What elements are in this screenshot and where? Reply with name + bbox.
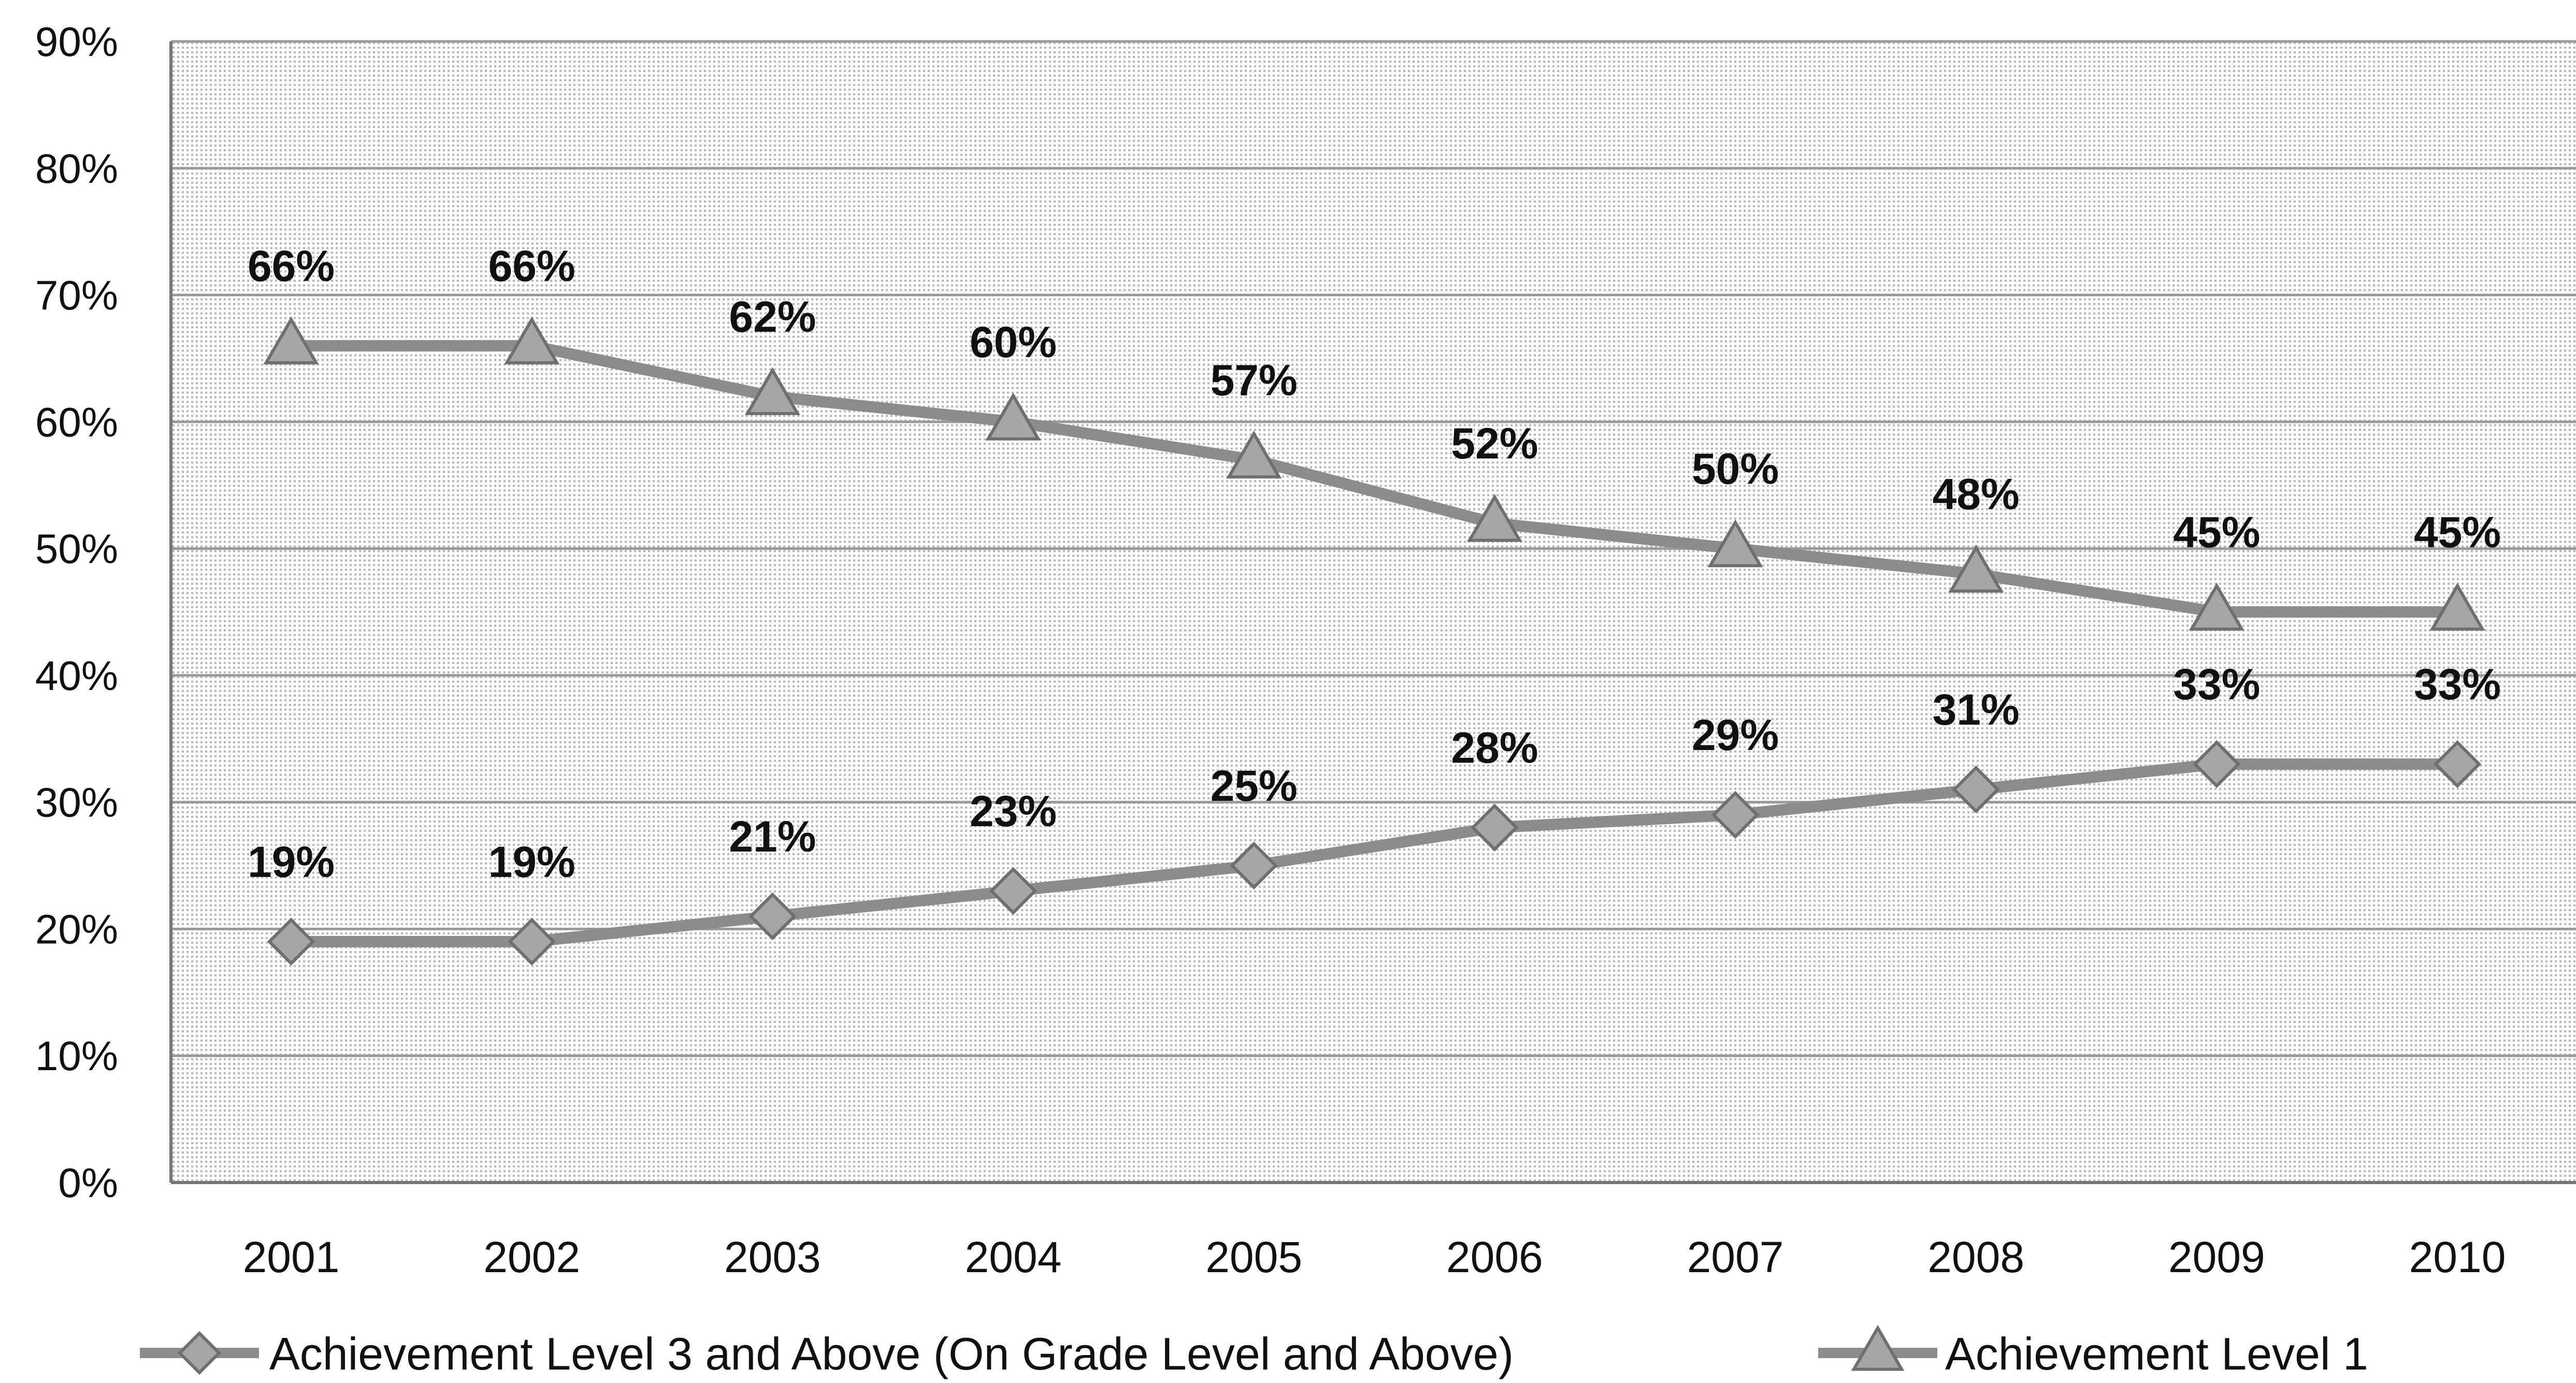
plot-background bbox=[171, 41, 2576, 1183]
data-point bbox=[1226, 430, 1282, 479]
x-tick-label: 2005 bbox=[1205, 1233, 1302, 1281]
x-tick-label: 2006 bbox=[1446, 1233, 1543, 1281]
data-point bbox=[1230, 841, 1278, 890]
data-label: 62% bbox=[729, 292, 816, 341]
data-point bbox=[508, 917, 556, 966]
data-label: 45% bbox=[2414, 508, 2501, 557]
y-tick-label: 30% bbox=[35, 780, 118, 826]
y-tick-label: 90% bbox=[35, 19, 118, 65]
data-label: 19% bbox=[488, 838, 575, 886]
y-tick-label: 50% bbox=[35, 526, 118, 572]
data-label: 19% bbox=[248, 838, 335, 886]
data-label: 57% bbox=[1211, 356, 1298, 405]
data-point bbox=[1707, 519, 1763, 568]
legend-marker bbox=[1851, 1324, 1905, 1371]
data-label: 66% bbox=[248, 241, 335, 290]
legend-entry-0: Achievement Level 3 and Above (On Grade … bbox=[140, 1328, 1514, 1379]
data-point bbox=[1711, 790, 1760, 839]
y-tick-label: 80% bbox=[35, 146, 118, 192]
data-point bbox=[1466, 494, 1522, 542]
y-tick-label: 70% bbox=[35, 272, 118, 319]
x-tick-label: 2009 bbox=[2168, 1233, 2265, 1281]
data-label: 66% bbox=[488, 241, 575, 290]
series-1 bbox=[263, 316, 2485, 631]
gridlines bbox=[171, 40, 2576, 1057]
data-label: 23% bbox=[970, 787, 1057, 835]
data-label: 28% bbox=[1451, 724, 1538, 772]
data-point bbox=[744, 367, 800, 415]
legend-marker bbox=[177, 1331, 222, 1375]
y-tick-label: 0% bbox=[58, 1160, 118, 1206]
data-label: 33% bbox=[2173, 660, 2260, 709]
data-labels: 19% 19% 21% 23% 25% 28% 29% 31% 33% 33% 66% 66% 62% 6… bbox=[248, 241, 2501, 886]
y-tick-label: 40% bbox=[35, 653, 118, 699]
plot-area bbox=[171, 41, 2576, 1183]
data-point bbox=[263, 316, 319, 365]
data-point bbox=[749, 892, 797, 941]
legend-label: Achievement Level 1 bbox=[1945, 1328, 2368, 1379]
x-tick-label: 2003 bbox=[724, 1233, 821, 1281]
x-tick-label: 2007 bbox=[1687, 1233, 1784, 1281]
x-tick-label: 2001 bbox=[243, 1233, 340, 1281]
data-label: 29% bbox=[1692, 711, 1779, 759]
data-point bbox=[985, 392, 1041, 441]
data-label: 25% bbox=[1211, 761, 1298, 810]
data-label: 33% bbox=[2414, 660, 2501, 709]
data-point bbox=[1952, 765, 2000, 814]
data-point bbox=[267, 917, 315, 966]
data-label: 52% bbox=[1451, 419, 1538, 468]
data-label: 50% bbox=[1692, 444, 1779, 493]
data-point bbox=[989, 867, 1038, 915]
series bbox=[263, 316, 2485, 966]
series-0 bbox=[267, 740, 2482, 966]
y-tick-label: 10% bbox=[35, 1033, 118, 1079]
x-tick-label: 2010 bbox=[2409, 1233, 2506, 1281]
x-tick-label: 2002 bbox=[483, 1233, 580, 1281]
series-line bbox=[291, 340, 2457, 618]
legend-entry-1: Achievement Level 1 bbox=[1818, 1324, 2368, 1379]
legend-label: Achievement Level 3 and Above (On Grade … bbox=[269, 1328, 1514, 1379]
y-tick-label: 20% bbox=[35, 906, 118, 952]
data-label: 45% bbox=[2173, 508, 2260, 557]
data-label: 60% bbox=[970, 318, 1057, 366]
data-point bbox=[1948, 544, 2004, 593]
data-point bbox=[2193, 740, 2241, 788]
data-label: 21% bbox=[729, 812, 816, 861]
legend: Achievement Level 3 and Above (On Grade … bbox=[140, 1324, 2368, 1379]
data-point bbox=[2189, 582, 2244, 631]
data-label: 31% bbox=[1933, 685, 2020, 734]
data-point bbox=[1471, 803, 1519, 852]
axes: 0% 10% 20% 30% 40% 50% 60% 70% 80% 90% 2001 2002 200… bbox=[35, 19, 2576, 1281]
series-line bbox=[291, 758, 2457, 947]
data-point bbox=[2429, 582, 2485, 631]
data-point bbox=[504, 316, 560, 365]
y-tick-label: 60% bbox=[35, 399, 118, 445]
x-tick-label: 2008 bbox=[1927, 1233, 2024, 1281]
data-point bbox=[2433, 740, 2482, 788]
data-label: 48% bbox=[1933, 470, 2020, 518]
x-tick-label: 2004 bbox=[965, 1233, 1062, 1281]
